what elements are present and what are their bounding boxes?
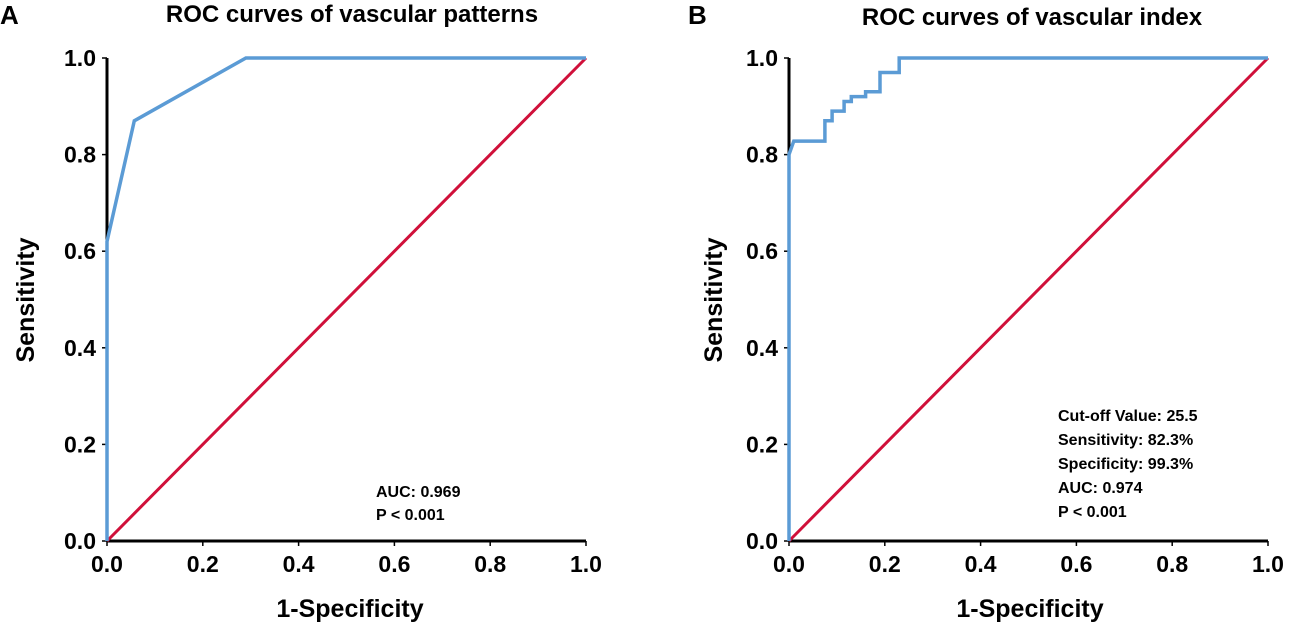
- x-tick-label: 0.4: [283, 551, 315, 577]
- y-tick-label: 0.0: [64, 528, 96, 554]
- annotation-text: Cut-off Value: 25.5: [1058, 408, 1198, 425]
- y-tick-label: 0.2: [746, 431, 778, 457]
- x-axis-label-a: 1-Specificity: [276, 595, 423, 623]
- plot-area-a: 0.0 0.2 0.4 0.6 0.8 1.0 0.0 0.2 0.4 0.6 0.8 1.0 AUC:…: [64, 45, 602, 577]
- x-tick-label: 0.8: [474, 551, 506, 577]
- panel-a: A ROC curves of vascular patterns 0.0 0.2…: [0, 0, 602, 623]
- chart-title-b: ROC curves of vascular index: [862, 4, 1203, 31]
- annotation-text: AUC: 0.974: [1058, 480, 1143, 497]
- x-tick-label: 0.0: [773, 551, 805, 577]
- annotation-text: AUC: 0.969: [376, 484, 461, 501]
- x-tick-label: 0.0: [91, 551, 123, 577]
- y-axis-label-b: Sensitivity: [700, 237, 728, 362]
- annotation-text: P < 0.001: [376, 507, 445, 524]
- roc-curve-line: [787, 56, 1268, 541]
- plot-area-b: 0.0 0.2 0.4 0.6 0.8 1.0 0.0 0.2 0.4 0.6 0.8 1.0 Cut-…: [746, 45, 1284, 577]
- panel-label-b: B: [688, 0, 707, 30]
- panel-label-a: A: [0, 0, 19, 30]
- reference-diagonal-line: [787, 56, 1270, 543]
- y-tick-label: 0.0: [746, 528, 778, 554]
- x-tick-label: 0.6: [1060, 551, 1092, 577]
- y-tick-label: 0.8: [746, 142, 778, 168]
- y-tick-label: 0.4: [746, 335, 778, 361]
- panel-b: B ROC curves of vascular index 0.0 0.2 0.4…: [688, 0, 1284, 623]
- x-tick-label: 0.2: [187, 551, 219, 577]
- x-tick-label: 0.6: [378, 551, 410, 577]
- y-tick-label: 0.4: [64, 335, 96, 361]
- y-tick-label: 0.8: [64, 142, 96, 168]
- y-tick-label: 0.6: [64, 238, 96, 264]
- annotation-text: P < 0.001: [1058, 504, 1127, 521]
- y-tick-label: 1.0: [746, 45, 778, 71]
- roc-curve-line: [105, 56, 586, 541]
- x-axis-label-b: 1-Specificity: [956, 595, 1103, 623]
- x-tick-label: 1.0: [570, 551, 602, 577]
- annotation-text: Sensitivity: 82.3%: [1058, 432, 1193, 449]
- annotation-text: Specificity: 99.3%: [1058, 456, 1193, 473]
- y-axis-label-a: Sensitivity: [12, 237, 40, 362]
- y-tick-label: 1.0: [64, 45, 96, 71]
- reference-diagonal-line: [105, 56, 588, 543]
- y-tick-label: 0.6: [746, 238, 778, 264]
- y-tick-label: 0.2: [64, 431, 96, 457]
- x-tick-label: 0.2: [869, 551, 901, 577]
- x-tick-label: 0.4: [965, 551, 997, 577]
- chart-title-a: ROC curves of vascular patterns: [166, 1, 538, 28]
- x-tick-label: 1.0: [1252, 551, 1284, 577]
- x-tick-label: 0.8: [1156, 551, 1188, 577]
